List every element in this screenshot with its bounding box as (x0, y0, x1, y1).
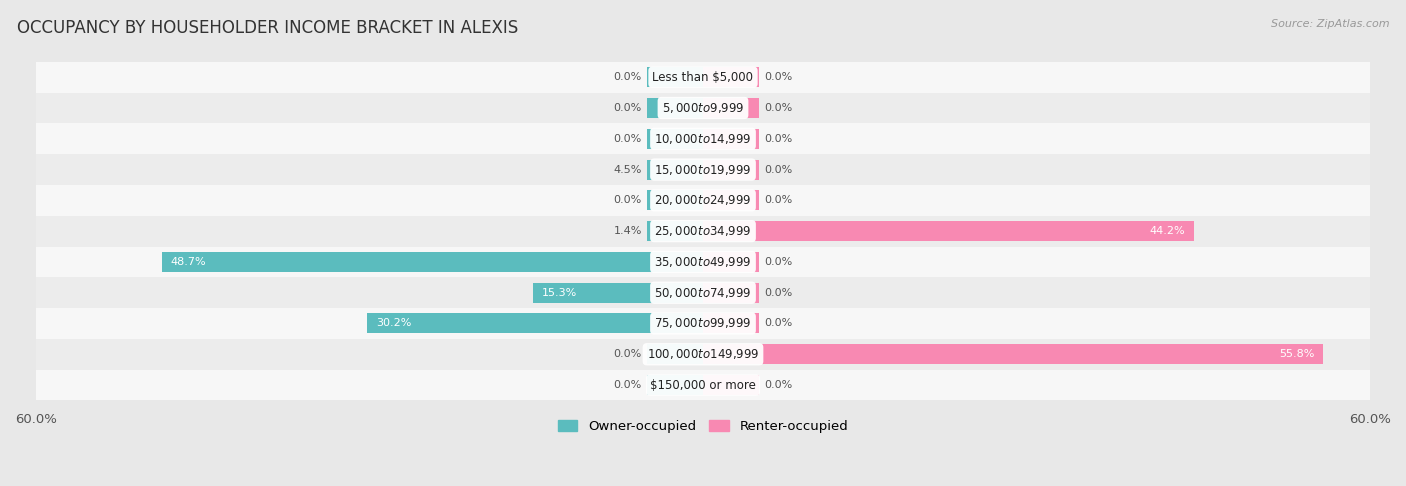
Bar (703, 344, 1323, 364)
Text: Less than $5,000: Less than $5,000 (652, 70, 754, 84)
Text: 0.0%: 0.0% (613, 103, 643, 113)
Text: 0.0%: 0.0% (613, 380, 643, 390)
Text: 0.0%: 0.0% (763, 134, 793, 144)
Bar (703, 191, 759, 210)
Text: 0.0%: 0.0% (763, 103, 793, 113)
Text: $35,000 to $49,999: $35,000 to $49,999 (654, 255, 752, 269)
Bar (37, 370, 1369, 400)
Text: 55.8%: 55.8% (1279, 349, 1315, 359)
Bar (37, 123, 1369, 154)
Bar (37, 216, 1369, 246)
Bar (37, 154, 1369, 185)
Text: 0.0%: 0.0% (613, 195, 643, 206)
Bar (37, 278, 1369, 308)
Bar (647, 344, 703, 364)
Bar (703, 98, 759, 118)
Bar (647, 129, 703, 149)
Text: 0.0%: 0.0% (763, 257, 793, 267)
Bar (647, 375, 703, 395)
Bar (367, 313, 703, 333)
Text: $150,000 or more: $150,000 or more (650, 379, 756, 392)
Text: Source: ZipAtlas.com: Source: ZipAtlas.com (1271, 19, 1389, 30)
Bar (647, 221, 703, 241)
Bar (37, 93, 1369, 123)
Bar (647, 191, 703, 210)
Text: $50,000 to $74,999: $50,000 to $74,999 (654, 286, 752, 300)
Text: $15,000 to $19,999: $15,000 to $19,999 (654, 162, 752, 176)
Bar (162, 252, 703, 272)
Text: 1.4%: 1.4% (613, 226, 643, 236)
Bar (37, 308, 1369, 339)
Legend: Owner-occupied, Renter-occupied: Owner-occupied, Renter-occupied (553, 415, 853, 438)
Text: $5,000 to $9,999: $5,000 to $9,999 (662, 101, 744, 115)
Text: $10,000 to $14,999: $10,000 to $14,999 (654, 132, 752, 146)
Bar (37, 246, 1369, 278)
Text: 30.2%: 30.2% (377, 318, 412, 329)
Bar (703, 375, 759, 395)
Bar (703, 252, 759, 272)
Text: 15.3%: 15.3% (541, 288, 576, 298)
Text: $100,000 to $149,999: $100,000 to $149,999 (647, 347, 759, 361)
Text: 0.0%: 0.0% (763, 72, 793, 82)
Text: 48.7%: 48.7% (170, 257, 207, 267)
Text: 0.0%: 0.0% (763, 380, 793, 390)
Text: OCCUPANCY BY HOUSEHOLDER INCOME BRACKET IN ALEXIS: OCCUPANCY BY HOUSEHOLDER INCOME BRACKET … (17, 19, 519, 37)
Bar (37, 185, 1369, 216)
Bar (703, 283, 759, 303)
Bar (647, 67, 703, 87)
Text: 0.0%: 0.0% (613, 134, 643, 144)
Bar (703, 313, 759, 333)
Text: 0.0%: 0.0% (763, 318, 793, 329)
Bar (647, 98, 703, 118)
Text: 0.0%: 0.0% (763, 288, 793, 298)
Bar (703, 129, 759, 149)
Bar (37, 339, 1369, 370)
Bar (533, 283, 703, 303)
Bar (703, 221, 1195, 241)
Text: 0.0%: 0.0% (763, 195, 793, 206)
Text: 0.0%: 0.0% (763, 165, 793, 174)
Text: $25,000 to $34,999: $25,000 to $34,999 (654, 224, 752, 238)
Bar (703, 159, 759, 179)
Text: 0.0%: 0.0% (613, 349, 643, 359)
Bar (703, 67, 759, 87)
Text: 4.5%: 4.5% (613, 165, 643, 174)
Bar (37, 62, 1369, 93)
Bar (647, 159, 703, 179)
Text: 0.0%: 0.0% (613, 72, 643, 82)
Text: $20,000 to $24,999: $20,000 to $24,999 (654, 193, 752, 208)
Text: $75,000 to $99,999: $75,000 to $99,999 (654, 316, 752, 330)
Text: 44.2%: 44.2% (1150, 226, 1185, 236)
